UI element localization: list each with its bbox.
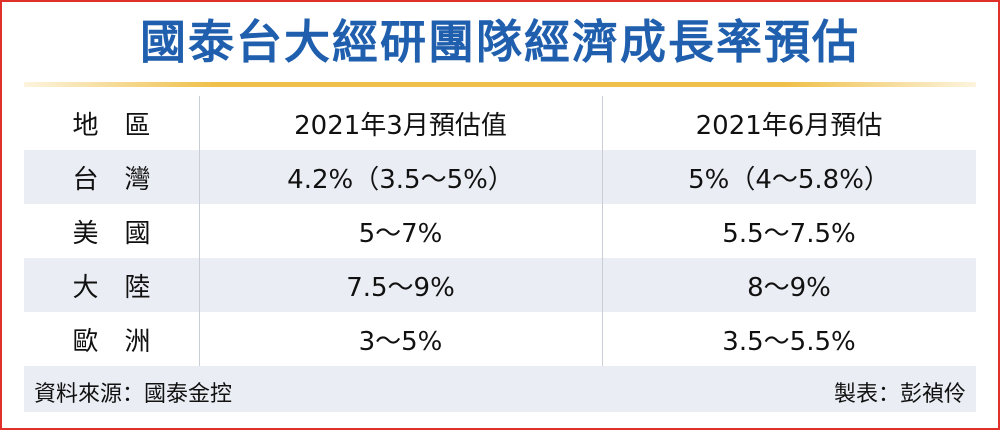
cell: 台灣 (72, 164, 177, 195)
row: 台灣 4.2%（3.5～5%） 5%（4～5.8%） (24, 150, 976, 204)
title: 國泰台大經研團隊經濟成長率預估 (140, 15, 860, 69)
divider (199, 96, 200, 366)
cell: 7.5～9% (346, 272, 455, 303)
cell: 8～9% (747, 272, 831, 303)
cell: 5～7% (358, 218, 443, 249)
cell: 2021年3月預估值 (294, 110, 507, 141)
cell: 大陸 (72, 272, 177, 303)
row: 大陸 7.5～9% 8～9% (24, 258, 976, 312)
cell: 2021年6月預估 (695, 110, 883, 141)
cell: 5.5～7.5% (722, 218, 856, 249)
divider (602, 96, 603, 366)
author: 製表：彭禎伶 (833, 382, 966, 407)
cell: 4.2%（3.5～5%） (287, 164, 514, 195)
cell: 美國 (72, 218, 177, 249)
row: 美國 5～7% 5.5～7.5% (24, 204, 976, 258)
cell: 歐洲 (72, 326, 177, 357)
footer: 資料來源：國泰金控 製表：彭禎伶 (24, 366, 976, 412)
cell: 3～5% (358, 326, 443, 357)
cell: 5%（4～5.8%） (688, 164, 890, 195)
header-row: 地區 2021年3月預估值 2021年6月預估 (24, 96, 976, 150)
title-rule (24, 82, 976, 87)
source: 資料來源：國泰金控 (34, 382, 233, 407)
cell: 地區 (72, 110, 177, 141)
row: 歐洲 3～5% 3.5～5.5% (24, 312, 976, 366)
table: 地區 2021年3月預估值 2021年6月預估台灣 4.2%（3.5～5%） 5%（4～… (24, 96, 976, 366)
cell: 3.5～5.5% (722, 326, 856, 357)
